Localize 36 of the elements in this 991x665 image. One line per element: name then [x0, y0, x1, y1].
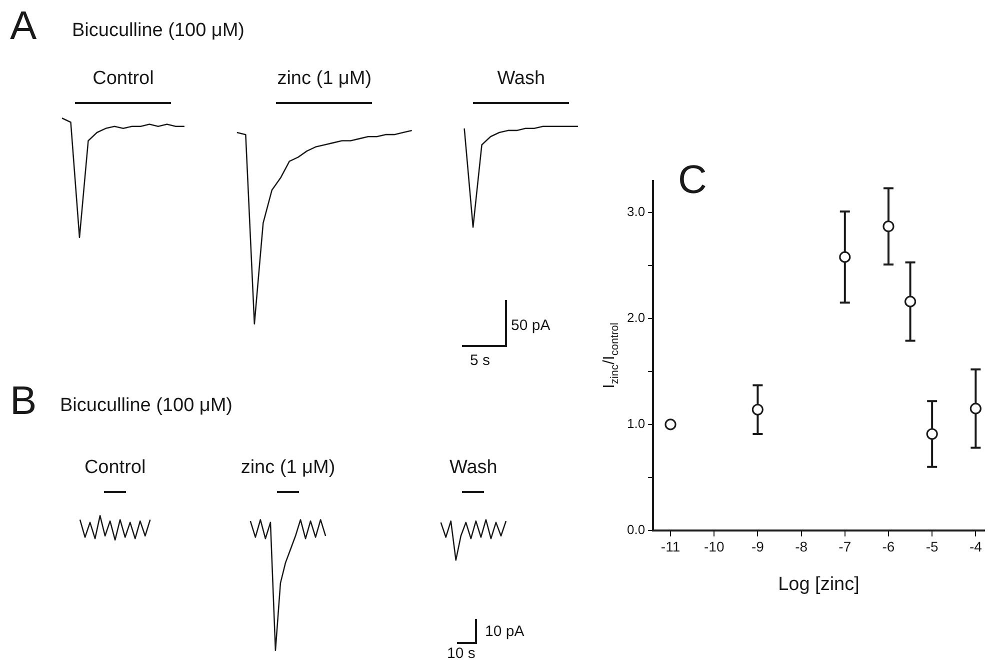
x-tick-label: -11 [660, 538, 680, 555]
text: Control [84, 457, 146, 479]
chart-title: A [10, 4, 37, 48]
annotation: 10 pA [485, 623, 524, 640]
y-tick-label: 2.0 [626, 310, 646, 326]
text: zinc (1 μM) [277, 68, 372, 90]
x-tick-label: -10 [704, 538, 724, 555]
y-tick-label: 3.0 [626, 204, 646, 220]
annotation: 10 s [447, 645, 476, 662]
chart-title: B [10, 379, 37, 423]
point [926, 428, 938, 440]
x-tick-label: -4 [969, 538, 982, 555]
text: Wash [449, 457, 498, 479]
point [664, 418, 676, 430]
text: zinc (1 μM) [240, 457, 336, 479]
x-tick-label: -9 [751, 538, 764, 555]
series-label: Wash [497, 68, 546, 90]
x-axis-title: Log [zinc] [778, 574, 860, 595]
point [970, 402, 982, 414]
point [839, 251, 851, 263]
x-tick-label: -5 [926, 538, 939, 555]
y-axis-title: Izinc/Icontrol [601, 322, 621, 389]
chart-subtitle: Bicuculline (100 μM) [72, 20, 245, 42]
annotation: 50 pA [511, 317, 550, 334]
point [882, 220, 894, 232]
chart-title: C [678, 158, 707, 202]
point [904, 296, 916, 308]
y-tick-label: 0.0 [626, 522, 646, 537]
series-label: Control [92, 68, 154, 90]
text: 5 s [470, 352, 490, 369]
y-tick-label: 1.0 [626, 416, 646, 432]
x-tick-label: -7 [838, 538, 852, 555]
chart-subtitle: Bicuculline (100 μM) [60, 395, 233, 417]
x-tick-label: -8 [795, 538, 808, 555]
x-tick-label: -6 [882, 538, 895, 555]
point [752, 404, 764, 416]
